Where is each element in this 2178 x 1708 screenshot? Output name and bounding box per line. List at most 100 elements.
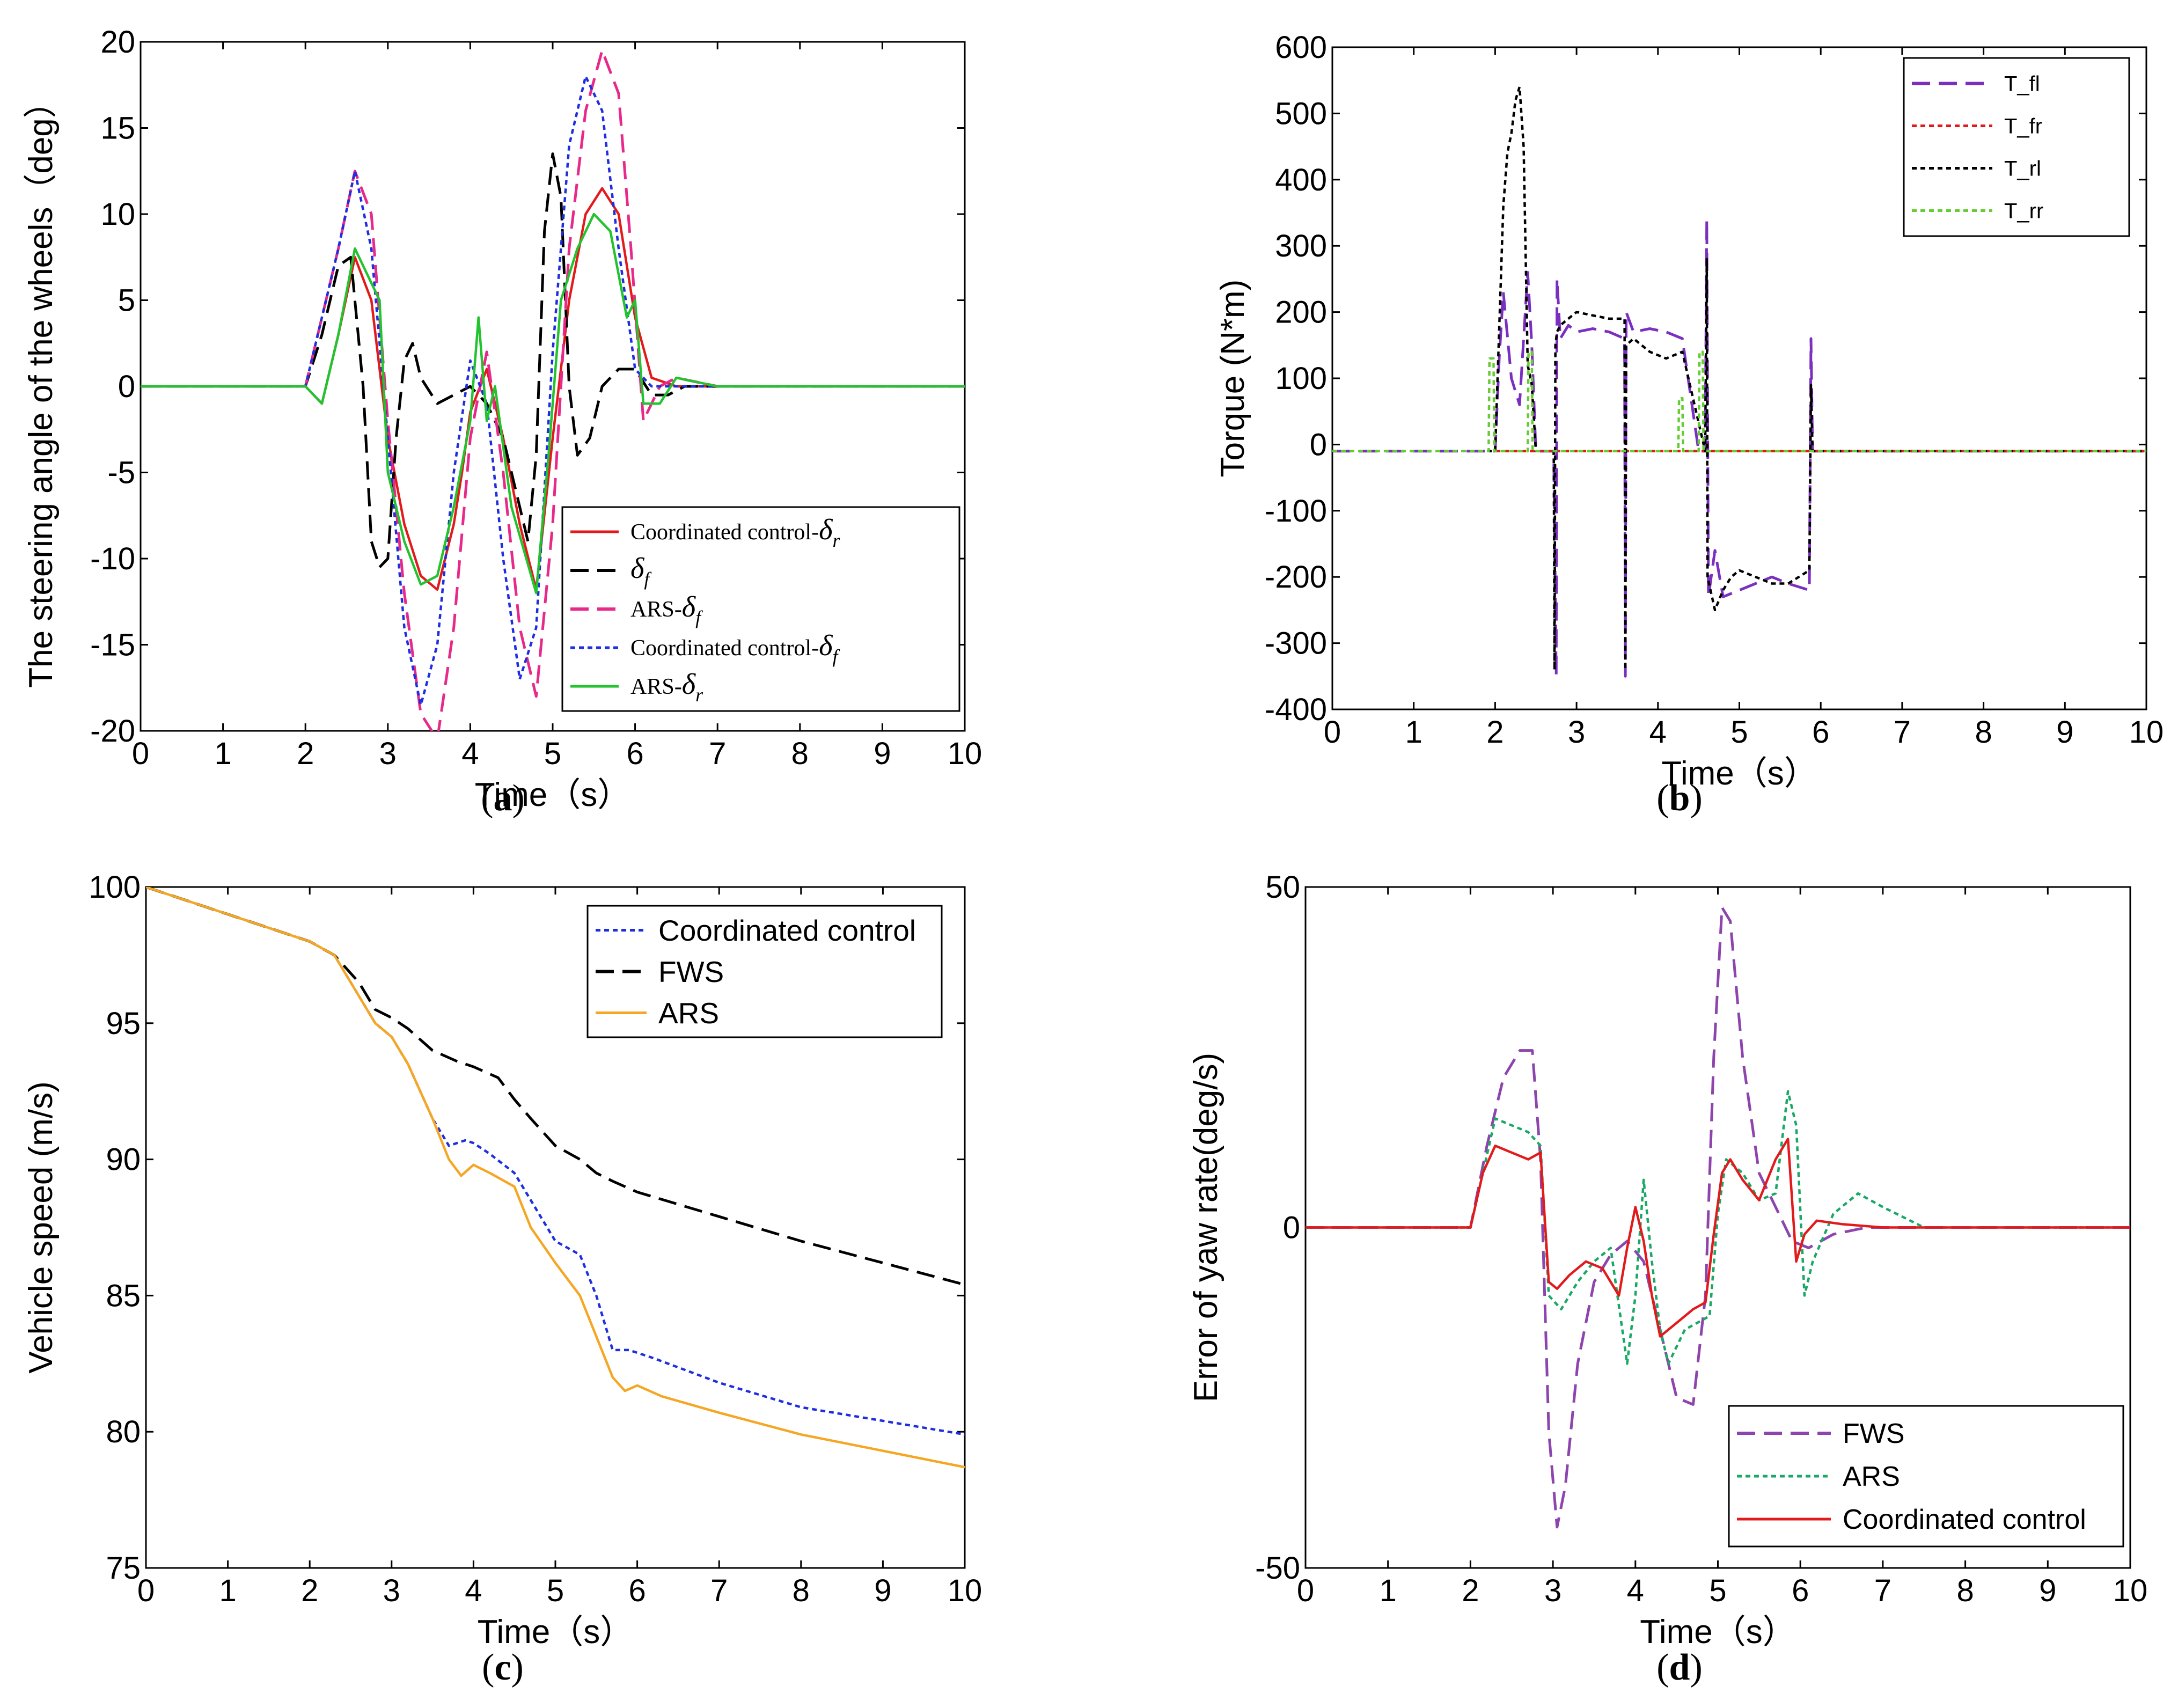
x-tick-label: 2	[297, 736, 314, 771]
y-axis-label: Torque (N*m)	[1214, 280, 1251, 478]
x-axis-label: Time（s）	[1661, 755, 1817, 792]
y-tick-label: -100	[1265, 494, 1327, 529]
x-tick-label: 9	[874, 736, 891, 771]
panel-caption: (a)	[481, 778, 525, 819]
x-tick-label: 7	[1874, 1573, 1891, 1608]
y-tick-label: 100	[1275, 361, 1327, 396]
x-tick-label: 0	[1324, 715, 1341, 750]
x-tick-label: 5	[547, 1573, 564, 1608]
x-tick-label: 0	[1297, 1573, 1314, 1608]
legend: Coordinated control-δrδfARS-δfCoordinate…	[561, 506, 960, 712]
x-axis-label: Time（s）	[475, 776, 630, 813]
y-tick-label: 300	[1275, 229, 1327, 263]
x-tick-label: 6	[1812, 715, 1829, 750]
series-group	[146, 887, 965, 1469]
x-tick-label: 10	[948, 1573, 982, 1608]
series-line-b-3	[1332, 85, 2146, 671]
y-tick-label: 50	[1265, 870, 1300, 905]
legend-box	[1728, 1405, 2124, 1548]
x-tick-label: 3	[379, 736, 397, 771]
series-line-c-3	[146, 887, 965, 1469]
x-tick-label: 3	[383, 1573, 400, 1608]
legend-label: T_rl	[2004, 157, 2041, 181]
x-tick-label: 2	[301, 1573, 318, 1608]
x-tick-label: 8	[1975, 715, 1992, 750]
x-tick-label: 0	[132, 736, 149, 771]
y-tick-label: 400	[1275, 163, 1327, 197]
legend: FWS ARS Coordinated control	[1728, 1405, 2124, 1548]
x-tick-label: 5	[1730, 715, 1748, 750]
chart-b: 0 1 2 3 4 5 6 7 8 9 10 -400 -300 -200 -100 0 100 200 300 40…	[1214, 30, 2164, 819]
legend-label: ARS	[1843, 1461, 1900, 1492]
legend-label: ARS-δf	[630, 590, 703, 628]
series-line-b-4	[1332, 350, 2146, 452]
x-tick-label: 6	[628, 1573, 646, 1608]
y-tick-label: -400	[1265, 692, 1327, 727]
x-tick-label: 7	[710, 1573, 728, 1608]
panel-caption: (c)	[482, 1647, 524, 1688]
legend-box	[561, 506, 960, 712]
y-tick-label: -50	[1255, 1551, 1300, 1586]
x-tick-label: 9	[2039, 1573, 2056, 1608]
chart-a: 0 1 2 3 4 5 6 7 8 9 10 -20 -15 -10 -5 0 5 10 15 20 Time（s） Th…	[23, 25, 982, 819]
y-tick-label: -5	[107, 456, 135, 490]
x-tick-label: 8	[791, 736, 809, 771]
series-line-a-5	[141, 212, 965, 595]
series-group	[1332, 85, 2146, 678]
y-tick-label: 85	[106, 1278, 141, 1313]
y-tick-label: 600	[1275, 30, 1327, 65]
x-axis-label: Time（s）	[1640, 1614, 1795, 1651]
x-tick-label: 2	[1486, 715, 1504, 750]
y-tick-label: 90	[106, 1142, 141, 1177]
x-tick-label: 0	[137, 1573, 155, 1608]
x-tick-label: 1	[1405, 715, 1422, 750]
series-line-b-1	[1332, 218, 2146, 678]
y-tick-label: -20	[90, 714, 135, 749]
x-tick-label: 4	[465, 1573, 482, 1608]
y-tick-label: 20	[100, 25, 135, 60]
x-tick-label: 8	[793, 1573, 810, 1608]
legend-label: T_rr	[2004, 200, 2043, 223]
x-tick-label: 10	[948, 736, 982, 771]
legend-label: FWS	[658, 955, 724, 988]
legend-label: T_fr	[2004, 115, 2042, 138]
x-tick-label: 5	[544, 736, 561, 771]
legend-box	[1903, 57, 2130, 237]
x-tick-label: 9	[874, 1573, 891, 1608]
x-axis-label: Time（s）	[478, 1614, 633, 1651]
y-tick-label: -300	[1265, 626, 1327, 661]
x-tick-label: 1	[214, 736, 231, 771]
legend-label: ARS-δr	[630, 668, 703, 706]
legend: T_fl T_fr T_rl T_rr	[1903, 57, 2130, 237]
legend-label: T_fl	[2004, 72, 2040, 96]
x-tick-label: 10	[2129, 715, 2164, 750]
series-line-a-2	[141, 152, 965, 569]
legend-label: ARS	[658, 996, 719, 1030]
y-tick-label: 500	[1275, 96, 1327, 131]
x-tick-label: 2	[1462, 1573, 1479, 1608]
series-group	[1306, 906, 2130, 1529]
y-tick-label: 10	[100, 197, 135, 232]
legend-label: FWS	[1843, 1418, 1905, 1449]
y-tick-label: 0	[1283, 1211, 1300, 1245]
x-tick-label: 1	[1380, 1573, 1397, 1608]
x-tick-label: 5	[1709, 1573, 1726, 1608]
x-tick-label: 6	[1792, 1573, 1809, 1608]
y-tick-label: 200	[1275, 295, 1327, 330]
y-tick-label: 75	[106, 1551, 141, 1586]
x-tick-label: 4	[461, 736, 479, 771]
x-tick-label: 3	[1568, 715, 1585, 750]
x-tick-label: 7	[709, 736, 726, 771]
y-tick-label: 0	[118, 369, 135, 404]
y-tick-label: 5	[118, 283, 135, 318]
series-line-d-3	[1306, 1138, 2130, 1338]
x-tick-label: 10	[2113, 1573, 2148, 1608]
y-tick-label: -15	[90, 628, 135, 663]
legend-label: Coordinated control	[658, 914, 916, 947]
y-tick-label: -10	[90, 541, 135, 576]
series-line-a-1	[141, 187, 965, 591]
y-axis-label: The steering angle of the wheels（deg）	[23, 85, 60, 688]
x-tick-label: 1	[219, 1573, 236, 1608]
x-tick-label: 6	[626, 736, 643, 771]
y-tick-label: 15	[100, 111, 135, 146]
